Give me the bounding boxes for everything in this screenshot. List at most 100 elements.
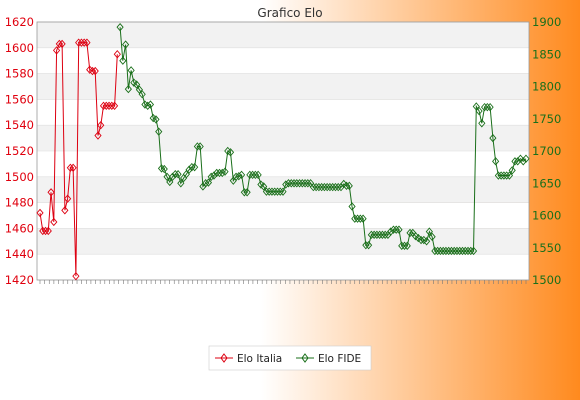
data-point [144, 101, 152, 111]
data-point [439, 246, 447, 256]
data-point [293, 179, 301, 188]
data-point [450, 246, 458, 256]
data-point [232, 172, 240, 181]
data-point [191, 162, 199, 172]
data-point [403, 241, 411, 251]
legend-marker-italia [220, 353, 228, 363]
data-point [196, 142, 204, 151]
data-point [119, 56, 127, 65]
data-point [171, 170, 179, 179]
data-point [193, 142, 201, 151]
data-point [276, 187, 284, 196]
right-tick-label: 1850 [532, 47, 561, 61]
data-point [376, 230, 384, 240]
right-tick-label: 1700 [532, 144, 561, 158]
legend-box [208, 345, 372, 371]
right-tick-label: 1750 [532, 112, 561, 126]
data-point [108, 101, 116, 111]
data-point [47, 188, 55, 197]
data-point [146, 100, 155, 109]
left-tick-label: 1440 [5, 247, 34, 261]
data-point [66, 163, 74, 172]
data-point [50, 217, 58, 227]
data-point [445, 246, 453, 256]
data-point [105, 101, 113, 111]
data-point [422, 237, 431, 246]
data-point [133, 80, 141, 89]
data-point [210, 171, 218, 180]
chart-title: Grafico Elo [257, 6, 322, 20]
data-point [290, 179, 298, 188]
data-point [268, 187, 276, 196]
data-point [503, 171, 511, 180]
data-point [456, 246, 464, 256]
data-point [260, 182, 268, 191]
plot-band [37, 176, 529, 203]
data-point [373, 230, 381, 240]
data-point [124, 84, 132, 94]
data-point [157, 164, 166, 173]
data-point [486, 102, 494, 112]
plot-bands [37, 22, 529, 280]
data-point [323, 182, 331, 192]
legend-label-italia: Elo Italia [237, 353, 282, 365]
data-point [155, 127, 163, 136]
data-point [207, 172, 215, 181]
data-point [69, 163, 77, 172]
data-point [251, 170, 259, 180]
data-point [522, 154, 530, 163]
data-point [356, 214, 364, 223]
data-point [218, 168, 226, 178]
data-point [110, 101, 119, 111]
legend-marker-fide [301, 353, 309, 363]
data-point [279, 187, 287, 196]
data-point [331, 182, 340, 192]
data-point [52, 46, 61, 55]
data-point [387, 227, 395, 236]
data-point [483, 102, 491, 112]
x-axis [39, 280, 527, 284]
data-point [351, 214, 359, 223]
legend: Elo Italia Elo FIDE [208, 345, 372, 371]
data-point [168, 172, 177, 181]
data-point [185, 165, 193, 174]
data-point [254, 170, 262, 180]
data-point [464, 246, 472, 256]
data-point [500, 171, 508, 180]
data-point [221, 167, 229, 176]
left-tick-label: 1540 [5, 118, 34, 132]
plot-band [37, 202, 529, 229]
data-point [320, 182, 329, 192]
data-point [329, 182, 337, 192]
right-tick-label: 1600 [532, 209, 561, 223]
data-point [406, 228, 414, 238]
data-point [215, 168, 224, 178]
data-point [163, 172, 171, 181]
data-point [72, 271, 80, 281]
data-point [378, 230, 387, 240]
data-point [284, 179, 293, 188]
right-tick-label: 1500 [532, 273, 561, 287]
data-point [44, 226, 52, 236]
data-point [77, 38, 86, 47]
data-point [213, 168, 221, 178]
data-point [138, 90, 146, 99]
data-point [301, 179, 309, 188]
data-point [472, 102, 480, 111]
data-point [494, 171, 502, 180]
data-point [135, 85, 144, 94]
data-point [342, 181, 351, 191]
data-point [64, 194, 72, 203]
left-tick-label: 1520 [5, 144, 34, 158]
data-point [204, 178, 213, 187]
data-point [431, 246, 439, 256]
data-point [152, 115, 160, 124]
data-point [318, 182, 326, 192]
data-point [425, 227, 433, 236]
data-point [370, 230, 378, 240]
data-point [400, 241, 409, 251]
data-point [511, 157, 519, 166]
data-point [226, 148, 235, 157]
left-axis: 1420 1440 1460 1480 1500 1520 1540 1560 1580 1600… [5, 15, 34, 287]
